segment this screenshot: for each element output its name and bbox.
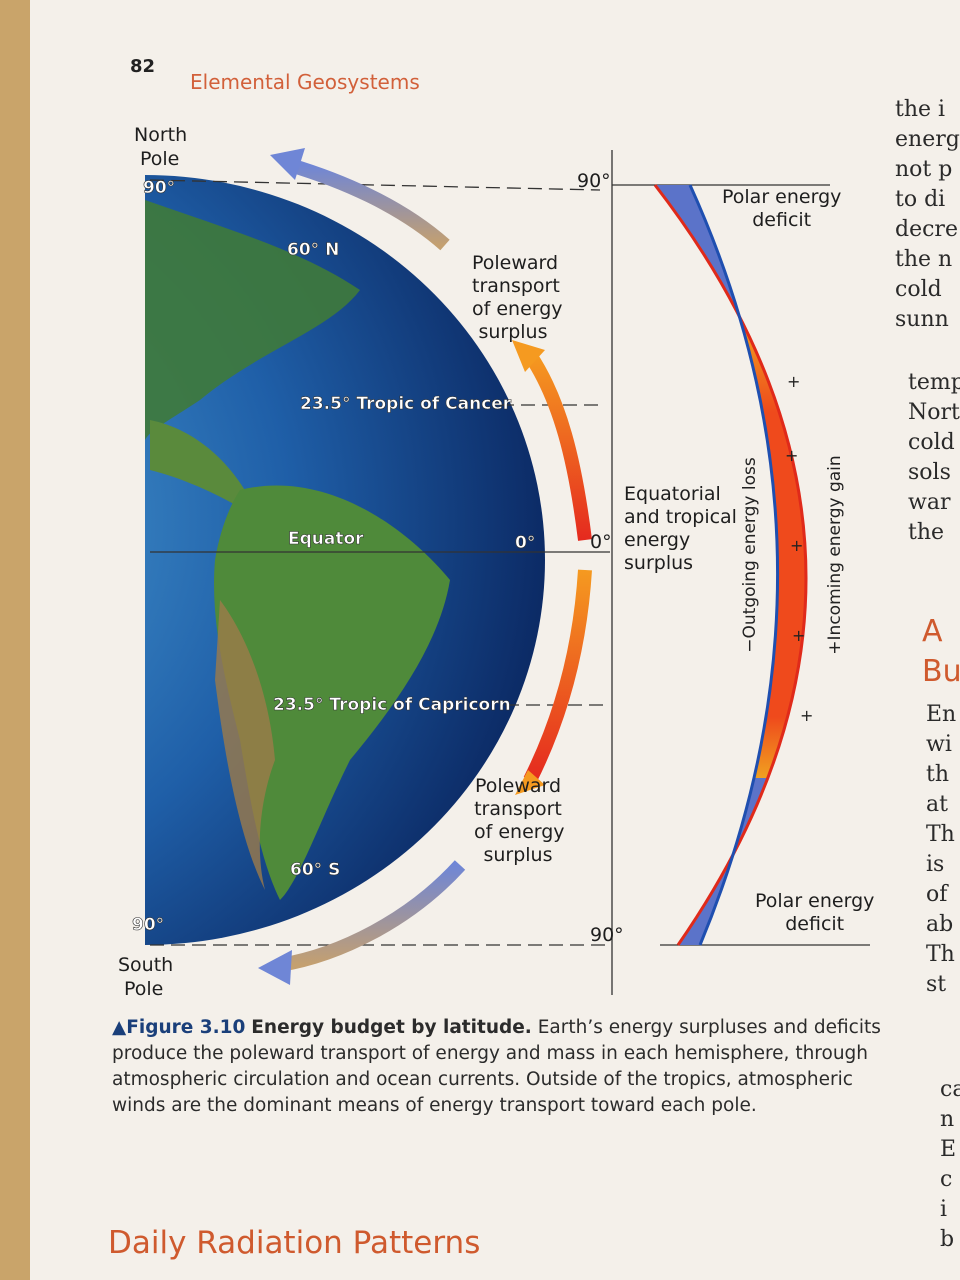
text-line: c: [940, 1167, 953, 1192]
text-line: surplus: [624, 552, 694, 574]
text-line: decre: [895, 217, 958, 242]
text-line: sunn: [895, 307, 949, 332]
text-line: of energy: [474, 821, 565, 843]
running-title: Elemental Geosystems: [190, 70, 420, 94]
text-line: sols: [908, 460, 951, 485]
globe: [145, 175, 545, 945]
caption-text: Earth’s energy surpluses and deficits: [537, 1017, 881, 1038]
text-line: ca: [940, 1077, 960, 1102]
text-line: b: [940, 1227, 955, 1252]
text-line: and tropical: [624, 506, 737, 528]
text-line: transport: [474, 798, 562, 820]
north-pole: North: [134, 124, 188, 146]
text-line: i: [940, 1197, 948, 1222]
latitude-label: 23.5° Tropic of Capricorn: [273, 695, 511, 716]
text-line: Bu: [922, 654, 960, 689]
latitude-label: 60° S: [290, 860, 341, 881]
side-heading: A Bu: [922, 612, 960, 692]
text-line: at: [926, 792, 948, 817]
text-line: st: [926, 972, 947, 997]
text-line: Poleward: [474, 775, 562, 797]
text-line: A: [922, 614, 943, 649]
north-pole: Pole: [140, 148, 180, 170]
text-line: Th: [926, 942, 955, 967]
transport-arrows: [258, 148, 592, 985]
plus-sign: +: [790, 536, 804, 555]
page-edge: [0, 0, 30, 1280]
section-heading: Daily Radiation Patterns: [108, 1225, 481, 1261]
graph-label: 0°: [590, 531, 612, 553]
text-line: Polar energy: [755, 890, 875, 912]
text-line: the i: [895, 97, 946, 122]
text-line: th: [926, 762, 950, 787]
text-line: Equatorial: [624, 483, 721, 505]
latitude-label: 23.5° Tropic of Cancer: [300, 394, 512, 415]
text-line: ab: [926, 912, 954, 937]
text-line: En: [926, 702, 957, 727]
latitude-label: Equator: [288, 529, 364, 550]
deficit-label: Polar energy deficit: [722, 186, 841, 232]
latitude-label: 90°: [132, 915, 165, 936]
text-line: energy: [624, 529, 691, 551]
text-line: Th: [926, 822, 955, 847]
caption-label: ▲Figure 3.10: [112, 1017, 246, 1038]
surplus-label: Equatorial and tropical energy surplus: [624, 483, 737, 575]
caption-title: Energy budget by latitude.: [251, 1017, 532, 1038]
text-line: Polar energy: [722, 186, 842, 208]
latitude-label: 0°: [515, 533, 536, 554]
arrow-label: Poleward transport of energy surplus: [474, 775, 565, 867]
text-line: war: [908, 490, 951, 515]
plus-sign: +: [792, 626, 806, 645]
south-pole: South: [118, 954, 174, 976]
graph-label: 90°: [577, 170, 611, 192]
caption: ▲Figure 3.10 Energy budget by latitude. …: [112, 1015, 881, 1119]
text-line: wi: [926, 732, 952, 757]
graph-label: 90°: [590, 924, 624, 946]
text-line: to di: [895, 187, 946, 212]
latitude-label: 90°: [143, 178, 176, 199]
text-line: surplus: [483, 844, 553, 866]
axis-label: +Incoming energy gain: [825, 455, 845, 655]
text-line: cold: [908, 430, 955, 455]
page-number: 82: [130, 56, 156, 77]
text-line: the n: [895, 247, 953, 272]
plus-sign: +: [787, 372, 801, 391]
text-line: temp: [908, 370, 960, 395]
text-line: Poleward: [472, 252, 559, 274]
caption-line: winds are the dominant means of energy t…: [112, 1095, 757, 1116]
text-line: energ: [895, 127, 960, 152]
text-line: the: [908, 520, 945, 545]
axis-label: −Outgoing energy loss: [740, 457, 760, 653]
text-line: E: [940, 1137, 957, 1162]
text-line: n: [940, 1107, 955, 1132]
text-line: surplus: [478, 321, 548, 343]
plus-sign: +: [785, 446, 799, 465]
text-line: is: [926, 852, 945, 877]
arrow-label: Poleward transport of energy surplus: [472, 252, 563, 344]
latitude-label: 60° N: [287, 240, 340, 261]
deficit-label: Polar energy deficit: [755, 890, 874, 936]
caption-line: atmospheric circulation and ocean curren…: [112, 1069, 853, 1090]
text-line: transport: [472, 275, 560, 297]
text-line: deficit: [785, 913, 845, 935]
plus-sign: +: [800, 706, 814, 725]
text-line: Nort: [908, 400, 960, 425]
text-line: deficit: [752, 209, 812, 231]
text-line: not p: [895, 157, 953, 182]
energy-curves: [653, 184, 808, 946]
caption-line: produce the poleward transport of energy…: [112, 1043, 869, 1064]
south-pole: Pole: [124, 978, 164, 1000]
text-line: of: [926, 882, 948, 907]
side-column: the i energ not p to di decre the n cold sunn: [895, 95, 960, 335]
side-column: En wi th at Th is of ab Th st: [926, 700, 956, 1000]
text-line: of energy: [472, 298, 563, 320]
text-line: cold: [895, 277, 942, 302]
side-column: temp Nort cold sols war the: [908, 368, 960, 548]
caption-line: ▲Figure 3.10 Energy budget by latitude. …: [112, 1015, 881, 1041]
